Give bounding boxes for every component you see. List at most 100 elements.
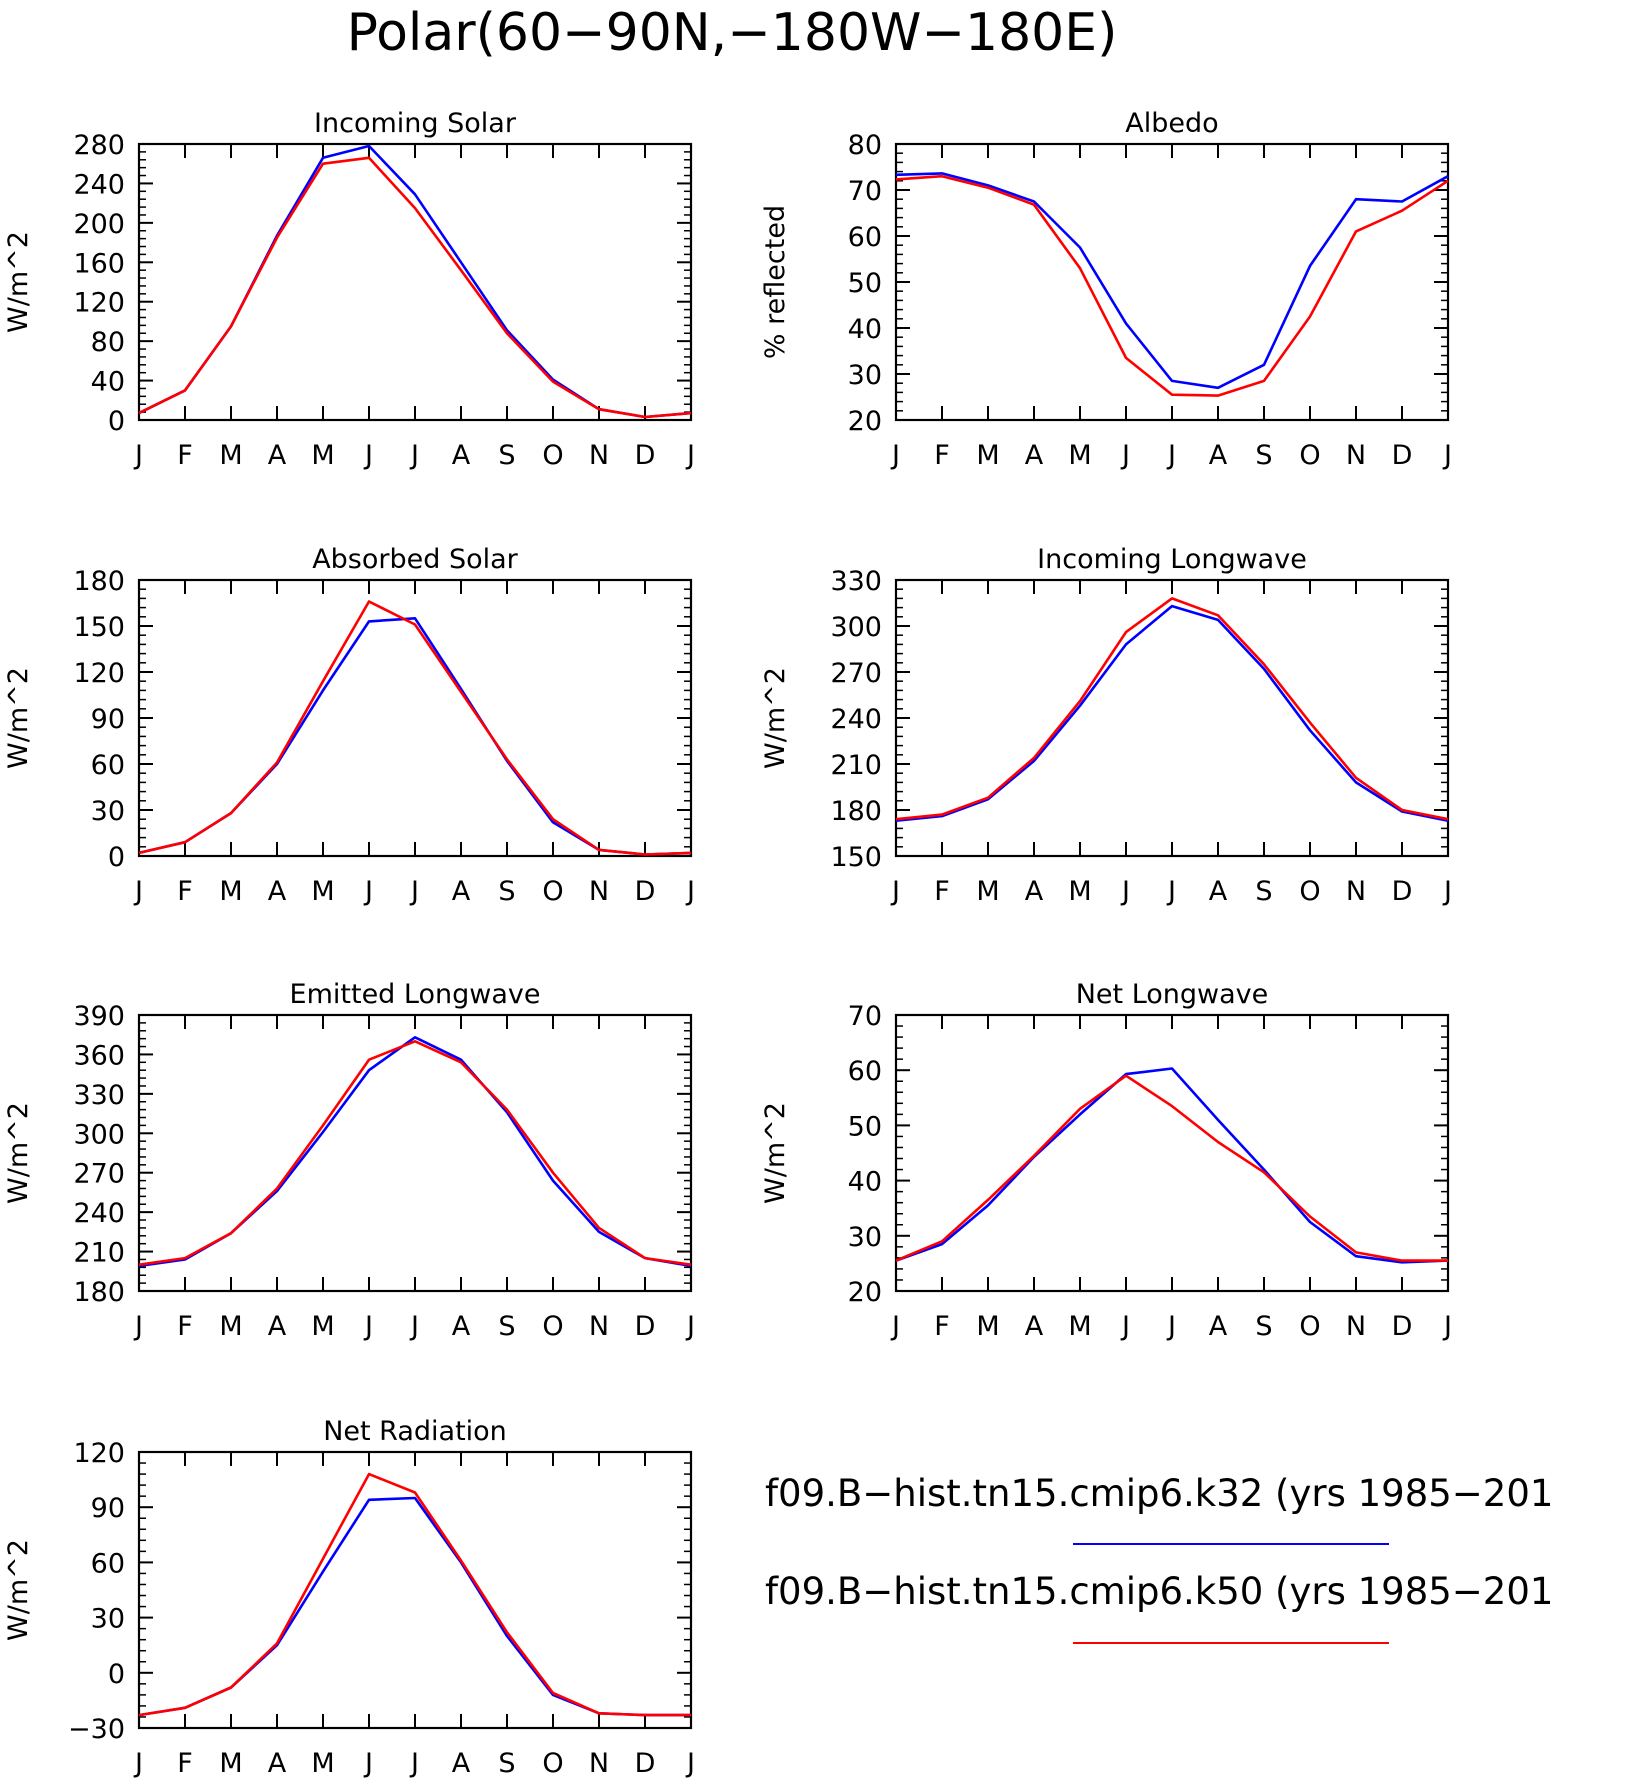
x-tick-label: D xyxy=(635,1311,656,1342)
y-tick-label: 0 xyxy=(108,406,125,437)
y-tick-label: 80 xyxy=(848,130,882,161)
y-tick-label: 60 xyxy=(848,1056,882,1087)
y-tick-label: 180 xyxy=(830,796,882,827)
y-axis-label: W/m^2 xyxy=(3,1102,34,1204)
x-tick-label: M xyxy=(1068,440,1091,471)
x-tick-label: A xyxy=(1209,440,1228,471)
x-tick-label: M xyxy=(976,1311,999,1342)
y-tick-label: 30 xyxy=(91,796,125,827)
chart-panel: Incoming Solar W/m^2 0 40 80 120 160 200 240 280 J… xyxy=(3,108,695,471)
x-tick-label: O xyxy=(542,1311,563,1342)
x-tick-label: J xyxy=(890,1311,900,1342)
y-tick-label: 180 xyxy=(73,566,125,597)
y-tick-label: 90 xyxy=(91,704,125,735)
x-tick-label: S xyxy=(498,1748,515,1779)
chart-panel: Emitted Longwave W/m^2 180 210 240 270 300 330 3… xyxy=(3,979,695,1342)
y-tick-label: 270 xyxy=(73,1159,125,1190)
x-tick-label: O xyxy=(1299,440,1320,471)
plot-frame xyxy=(137,1013,693,1293)
x-tick-label: N xyxy=(589,876,609,907)
y-tick-label: 360 xyxy=(73,1040,125,1071)
y-axis-label: W/m^2 xyxy=(760,667,791,769)
y-tick-label: 120 xyxy=(73,288,125,319)
x-tick-label: N xyxy=(589,440,609,471)
x-tick-label: J xyxy=(363,876,373,907)
y-tick-label: 30 xyxy=(848,360,882,391)
y-tick-label: 60 xyxy=(91,750,125,781)
y-tick-label: 40 xyxy=(848,314,882,345)
chart-panel: Incoming Longwave W/m^2 150 180 210 240 270 300… xyxy=(760,544,1452,907)
y-tick-label: 60 xyxy=(848,222,882,253)
x-tick-label: F xyxy=(934,440,950,471)
x-tick-label: J xyxy=(1166,876,1176,907)
legend: f09.B−hist.tn15.cmip6.k32 (yrs 1985−201 f… xyxy=(765,1472,1553,1644)
figure-title: Polar(60−90N,−180W−180E) xyxy=(347,3,1118,63)
y-tick-label: 240 xyxy=(73,1198,125,1229)
x-tick-label: J xyxy=(409,876,419,907)
x-tick-label: A xyxy=(452,440,471,471)
y-tick-label: 150 xyxy=(830,842,882,873)
x-tick-label: D xyxy=(1392,1311,1413,1342)
y-tick-label: 390 xyxy=(73,1001,125,1032)
x-tick-label: F xyxy=(934,1311,950,1342)
x-tick-label: M xyxy=(311,440,334,471)
x-tick-label: S xyxy=(498,876,515,907)
x-tick-label: S xyxy=(1255,1311,1272,1342)
x-tick-label: J xyxy=(685,1748,695,1779)
x-tick-label: F xyxy=(177,876,193,907)
x-tick-label: M xyxy=(311,876,334,907)
x-tick-label: M xyxy=(976,876,999,907)
x-tick-label: N xyxy=(589,1311,609,1342)
x-tick-label: J xyxy=(1166,440,1176,471)
series-line xyxy=(138,1036,692,1268)
y-tick-label: 210 xyxy=(73,1238,125,1269)
x-tick-label: A xyxy=(268,1311,287,1342)
series-line xyxy=(895,1074,1448,1262)
plot-frame xyxy=(137,578,693,858)
x-tick-label: S xyxy=(498,440,515,471)
series-line xyxy=(138,156,692,419)
y-tick-label: 30 xyxy=(91,1604,125,1635)
chart-title: Net Longwave xyxy=(1076,979,1269,1010)
series-line xyxy=(895,597,1449,821)
y-tick-label: 180 xyxy=(73,1277,125,1308)
x-tick-label: J xyxy=(409,440,419,471)
y-tick-label: 200 xyxy=(73,209,125,240)
y-tick-label: 0 xyxy=(108,842,125,873)
x-tick-label: J xyxy=(133,440,143,471)
y-tick-label: 240 xyxy=(73,169,125,200)
x-tick-label: M xyxy=(219,1748,242,1779)
y-tick-label: 240 xyxy=(830,704,882,735)
x-tick-label: J xyxy=(685,876,695,907)
x-tick-label: J xyxy=(133,1748,143,1779)
series-line xyxy=(138,1496,691,1717)
x-tick-label: A xyxy=(1025,440,1044,471)
x-tick-label: A xyxy=(1025,876,1044,907)
x-tick-label: D xyxy=(1392,876,1413,907)
x-tick-label: J xyxy=(1120,1311,1130,1342)
x-tick-label: D xyxy=(635,440,656,471)
x-tick-label: J xyxy=(1166,1311,1176,1342)
x-tick-label: N xyxy=(1346,1311,1366,1342)
x-tick-label: O xyxy=(1299,1311,1320,1342)
x-tick-label: J xyxy=(890,876,900,907)
y-tick-label: 150 xyxy=(73,612,125,643)
x-tick-label: O xyxy=(542,876,563,907)
series-line xyxy=(138,1040,692,1266)
y-tick-label: −30 xyxy=(68,1714,125,1745)
x-tick-label: F xyxy=(177,1311,193,1342)
x-tick-label: S xyxy=(1255,876,1272,907)
series-line xyxy=(895,174,1449,397)
y-tick-label: 330 xyxy=(830,566,882,597)
series-line xyxy=(895,1067,1449,1264)
x-tick-label: A xyxy=(1209,876,1228,907)
x-tick-label: M xyxy=(1068,1311,1091,1342)
y-tick-label: 20 xyxy=(848,1277,882,1308)
chart-title: Net Radiation xyxy=(323,1416,507,1447)
x-tick-label: J xyxy=(409,1748,419,1779)
chart-title: Incoming Solar xyxy=(314,108,517,139)
